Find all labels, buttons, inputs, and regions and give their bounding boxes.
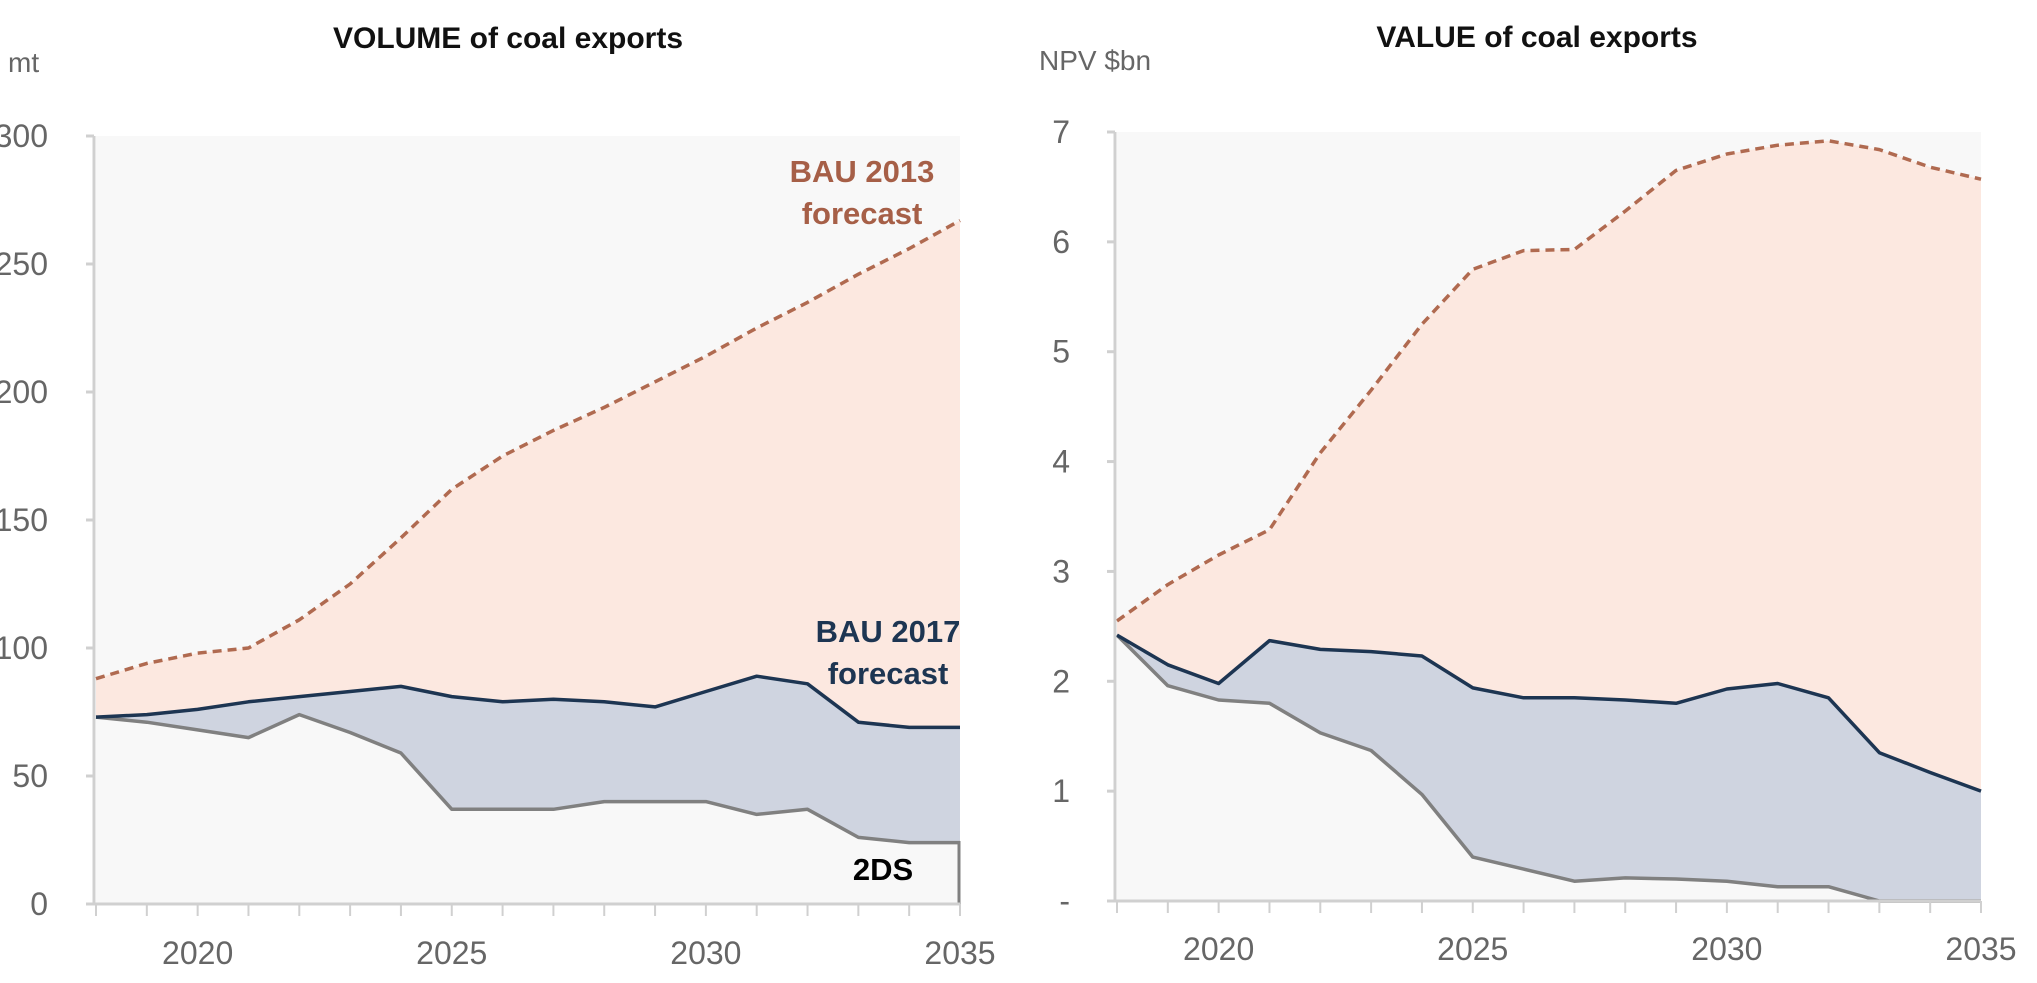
- value-bau2013-band: [1117, 140, 1981, 792]
- value-bau2017-line: [1116, 633, 1982, 793]
- volume-y-tick-label: 250: [0, 246, 48, 282]
- volume-x-tick-label: 2035: [924, 935, 995, 971]
- value-y-tick-label: -: [1059, 883, 1070, 919]
- volume-bau2013-line: [95, 218, 961, 681]
- volume-chart: VOLUME of coal exports mt 0 50 100 150 200 25…: [0, 22, 996, 971]
- volume-y-tick-label: 0: [30, 886, 48, 922]
- volume-2ds-line: [95, 712, 960, 845]
- value-bau2017-band: [1117, 635, 1981, 901]
- value-chart-title: VALUE of coal exports: [1376, 21, 1697, 54]
- value-y-tick-label: 5: [1052, 334, 1070, 370]
- volume-y-tick-label: 300: [0, 118, 48, 154]
- volume-x-tick-label: 2030: [670, 935, 741, 971]
- volume-bau2013-band: [96, 220, 960, 728]
- volume-y-tick-label: 150: [0, 502, 48, 538]
- volume-y-tick-label: 200: [0, 374, 48, 410]
- volume-chart-title: VOLUME of coal exports: [333, 22, 683, 55]
- volume-bau2017-label: BAU 2017: [816, 614, 961, 649]
- volume-y-tick-label: 100: [0, 630, 48, 666]
- volume-x-tick-label: 2020: [162, 935, 233, 971]
- volume-2ds-label: 2DS: [853, 852, 913, 887]
- value-y-tick-label: 4: [1052, 444, 1070, 480]
- value-axis-ticks: - 1 2 3 4 5 6 7 2020 2025 2030 2035: [1052, 114, 2016, 967]
- value-x-tick-label: 2020: [1183, 931, 1254, 967]
- volume-axis-ticks: 0 50 100 150 200 250 300 2020 2025 2030 2035: [0, 118, 996, 971]
- volume-bau2013-label-line2: forecast: [802, 196, 923, 231]
- volume-x-tick-label: 2025: [416, 935, 487, 971]
- volume-y-unit: mt: [8, 47, 39, 78]
- volume-bau2017-line: [95, 674, 960, 730]
- volume-bau2013-label: BAU 2013: [790, 154, 935, 189]
- value-2ds-line: [1115, 633, 1981, 903]
- volume-y-tick-label: 50: [12, 758, 48, 794]
- value-x-tick-label: 2025: [1437, 931, 1508, 967]
- value-y-tick-label: 7: [1052, 114, 1070, 150]
- value-bau2013-line: [1115, 139, 1982, 623]
- value-y-tick-label: 6: [1052, 224, 1070, 260]
- volume-bau2017-label-line2: forecast: [828, 656, 949, 691]
- value-y-tick-label: 3: [1052, 553, 1070, 589]
- value-chart: VALUE of coal exports NPV $bn - 1 2 3 4 5 6 7 20…: [1039, 21, 2017, 967]
- value-x-tick-label: 2030: [1691, 931, 1762, 967]
- value-y-tick-label: 1: [1052, 773, 1070, 809]
- value-y-unit: NPV $bn: [1039, 45, 1151, 76]
- value-x-tick-label: 2035: [1945, 931, 2016, 967]
- value-y-tick-label: 2: [1052, 663, 1070, 699]
